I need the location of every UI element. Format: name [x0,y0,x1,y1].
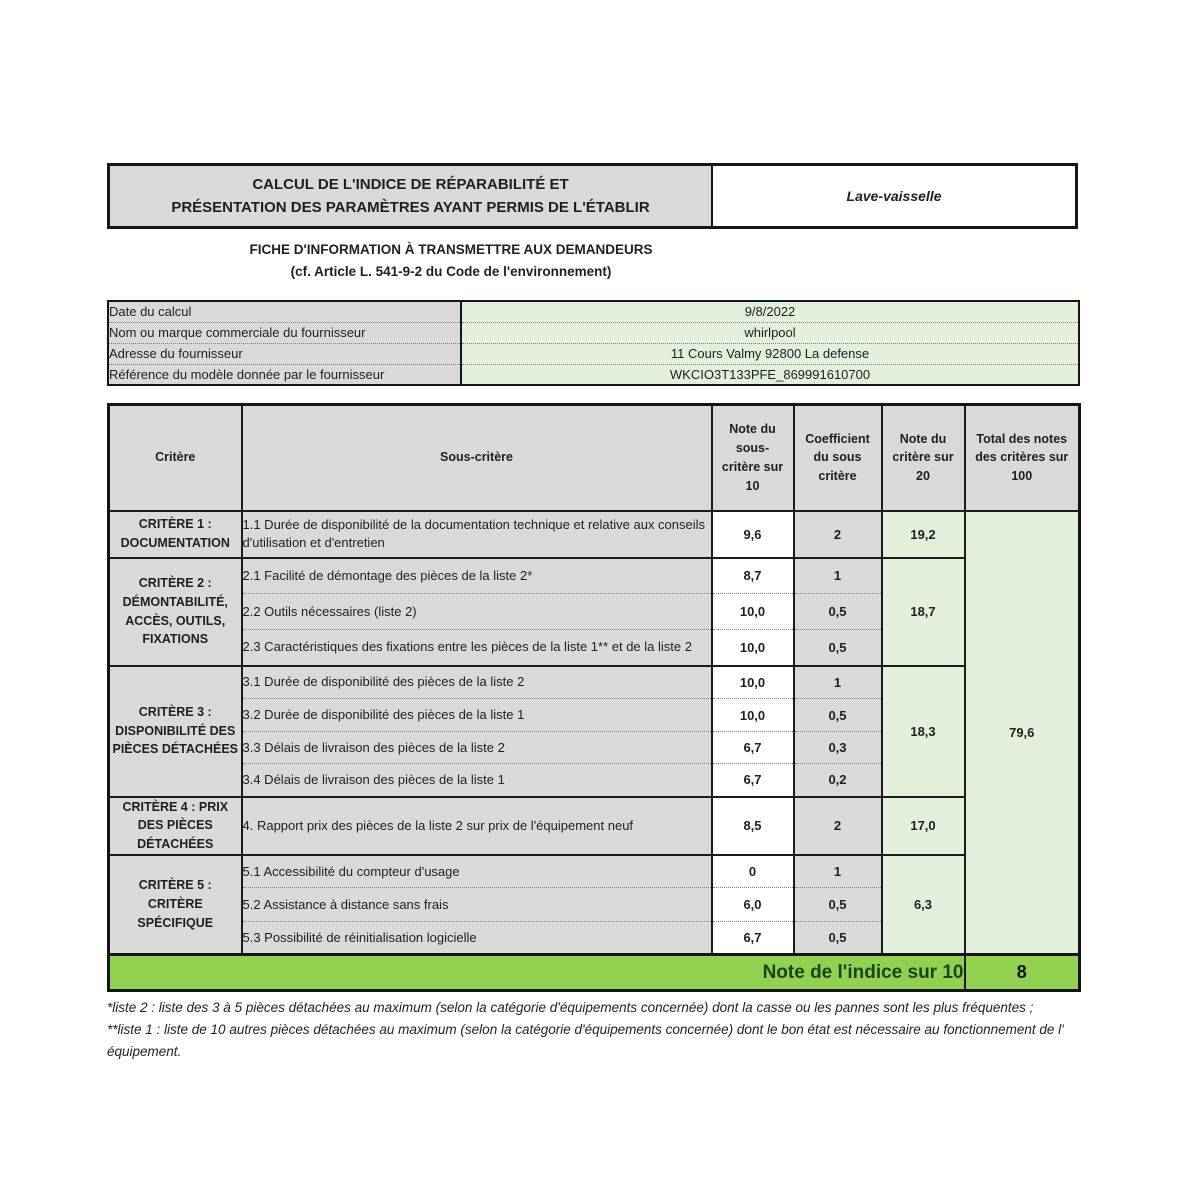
info-row: Nom ou marque commerciale du fournisseur… [108,322,1079,344]
sub-criterion-cell: 3.3 Délais de livraison des pièces de la… [240,731,713,764]
sub-criterion-cell: 2.2 Outils nécessaires (liste 2) [240,593,713,630]
info-label: Référence du modèle donnée par le fourni… [108,364,462,385]
table-row: 5.2 Assistance à distance sans frais 6,0… [109,887,1080,923]
info-value: whirlpool [461,322,1079,344]
table-row: 2.3 Caractéristiques des fixations entre… [109,629,1080,667]
subtitle: FICHE D'INFORMATION À TRANSMETTRE AUX DE… [107,239,795,282]
sub-score-cell: 8,5 [710,796,795,856]
coefficient-cell: 1 [792,557,883,594]
index-note-value: 8 [963,953,1081,991]
criterion-name-cell: CRITÈRE 4 : PRIX DES PIÈCES DÉTACHÉES [107,796,243,856]
coefficient-cell: 0,3 [792,731,883,764]
footnote-liste2: *liste 2 : liste des 3 à 5 pièces détach… [107,1000,1034,1015]
info-label: Nom ou marque commerciale du fournisseur [108,322,462,344]
info-row: Adresse du fournisseur 11 Cours Valmy 92… [108,343,1079,365]
product-type-label: Lave-vaisselle [846,188,942,204]
sub-criterion-cell: 3.4 Délais de livraison des pièces de la… [240,763,713,798]
info-value: 11 Cours Valmy 92800 La defense [461,343,1079,365]
index-note-label: Note de l'indice sur 10 [107,953,966,991]
table-row: CRITÈRE 5 : CRITÈRE SPÉCIFIQUE 5.1 Acces… [107,854,1080,955]
criterion-score-cell: 18,7 [880,557,966,667]
sub-criterion-cell: 2.1 Facilité de démontage des pièces de … [240,557,713,594]
subtitle-line2: (cf. Article L. 541-9-2 du Code de l'env… [290,263,612,279]
info-label: Date du calcul [108,301,462,323]
coefficient-cell: 0,2 [792,763,883,798]
table-row: CRITÈRE 1 : DOCUMENTATION 1.1 Durée de d… [107,510,1081,955]
coefficient-cell: 2 [792,510,883,559]
sub-criterion-cell: 4. Rapport prix des pièces de la liste 2… [240,796,713,856]
criterion-score-cell: 18,3 [880,665,966,798]
info-row: Référence du modèle donnée par le fourni… [108,364,1079,385]
criterion-name-cell: CRITÈRE 2 : DÉMONTABILITÉ, ACCÈS, OUTILS… [107,557,243,667]
criterion-name-cell: CRITÈRE 3 : DISPONIBILITÉ DES PIÈCES DÉT… [107,665,243,798]
sub-score-cell: 6,0 [710,887,795,923]
coefficient-cell: 0,5 [792,921,883,955]
info-value: 9/8/2022 [461,301,1079,323]
sub-score-cell: 6,7 [710,763,795,798]
sub-criterion-cell: 1.1 Durée de disponibilité de la documen… [240,510,713,559]
column-header-coefficient: Coefficient du sous critère [792,403,883,512]
column-header-note-critere: Note du critère sur 20 [880,403,966,512]
info-table: Date du calcul 9/8/2022 Nom ou marque co… [107,300,1080,386]
sub-criterion-cell: 2.3 Caractéristiques des fixations entre… [240,629,713,667]
title-box: CALCUL DE L'INDICE DE RÉPARABILITÉ ET PR… [107,163,1078,229]
info-row: Date du calcul 9/8/2022 [108,301,1079,323]
total-score-cell: 79,6 [963,510,1081,955]
table-row: CRITÈRE 2 : DÉMONTABILITÉ, ACCÈS, OUTILS… [107,557,1080,667]
sub-score-cell: 6,7 [710,921,795,955]
coefficient-cell: 0,5 [792,593,883,630]
table-row: CRITÈRE 3 : DISPONIBILITÉ DES PIÈCES DÉT… [107,665,1080,798]
table-row: 3.2 Durée de disponibilité des pièces de… [109,698,1080,732]
sub-criterion-cell: 3.1 Durée de disponibilité des pièces de… [240,665,713,699]
coefficient-cell: 0,5 [792,698,883,732]
criterion-name-cell: CRITÈRE 5 : CRITÈRE SPÉCIFIQUE [107,854,243,955]
coefficient-cell: 0,5 [792,887,883,923]
subtitle-line1: FICHE D'INFORMATION À TRANSMETTRE AUX DE… [249,242,653,257]
sub-score-cell: 10,0 [710,698,795,732]
info-value: WKCIO3T133PFE_869991610700 [461,364,1079,385]
column-header-total: Total des notes des critères sur 100 [963,403,1081,512]
sub-score-cell: 10,0 [710,593,795,630]
footnotes: *liste 2 : liste des 3 à 5 pièces détach… [107,997,1085,1063]
sub-criterion-cell: 5.3 Possibilité de réinitialisation logi… [240,921,713,955]
sub-criterion-cell: 5.2 Assistance à distance sans frais [240,887,713,923]
criterion-score-cell: 19,2 [880,510,966,559]
footnote-liste1: **liste 1 : liste de 10 autres pièces dé… [107,1021,1064,1059]
criterion-score-cell: 17,0 [880,796,966,856]
sub-score-cell: 8,7 [710,557,795,594]
criterion-name-cell: CRITÈRE 1 : DOCUMENTATION [107,510,243,559]
info-label: Adresse du fournisseur [108,343,462,365]
coefficient-cell: 1 [792,665,883,699]
sub-score-cell: 10,0 [710,629,795,667]
table-row: 5.3 Possibilité de réinitialisation logi… [109,921,1080,955]
table-row: CRITÈRE 4 : PRIX DES PIÈCES DÉTACHÉES 4.… [107,796,1080,856]
coefficient-cell: 0,5 [792,629,883,667]
column-header-note-sous-critere: Note du sous-critère sur 10 [710,403,795,512]
sub-score-cell: 6,7 [710,731,795,764]
coefficient-cell: 2 [792,796,883,856]
sub-score-cell: 9,6 [710,510,795,559]
product-type-box: Lave-vaisselle [713,166,1075,226]
sub-score-cell: 10,0 [710,665,795,699]
column-header-sous-critere: Sous-critère [240,403,713,512]
sub-criterion-cell: 5.1 Accessibilité du compteur d'usage [240,854,713,889]
document-title: CALCUL DE L'INDICE DE RÉPARABILITÉ ET PR… [110,166,713,226]
sub-criterion-cell: 3.2 Durée de disponibilité des pièces de… [240,698,713,732]
table-row: 3.4 Délais de livraison des pièces de la… [109,763,1080,798]
sub-score-cell: 0 [710,854,795,889]
table-row: 2.2 Outils nécessaires (liste 2) 10,0 0,… [109,593,1080,630]
criteria-table: Critère Sous-critère Note du sous-critèr… [107,403,1081,993]
table-row: 3.3 Délais de livraison des pièces de la… [109,731,1080,764]
column-header-critere: Critère [107,403,243,512]
document-title-line2: PRÉSENTATION DES PARAMÈTRES AYANT PERMIS… [171,199,650,216]
document-title-line1: CALCUL DE L'INDICE DE RÉPARABILITÉ ET [252,175,569,193]
coefficient-cell: 1 [792,854,883,889]
criterion-score-cell: 6,3 [880,854,966,955]
column-header-row: Critère Sous-critère Note du sous-critèr… [107,403,1081,512]
index-note-row: Note de l'indice sur 10 8 [107,953,1081,991]
